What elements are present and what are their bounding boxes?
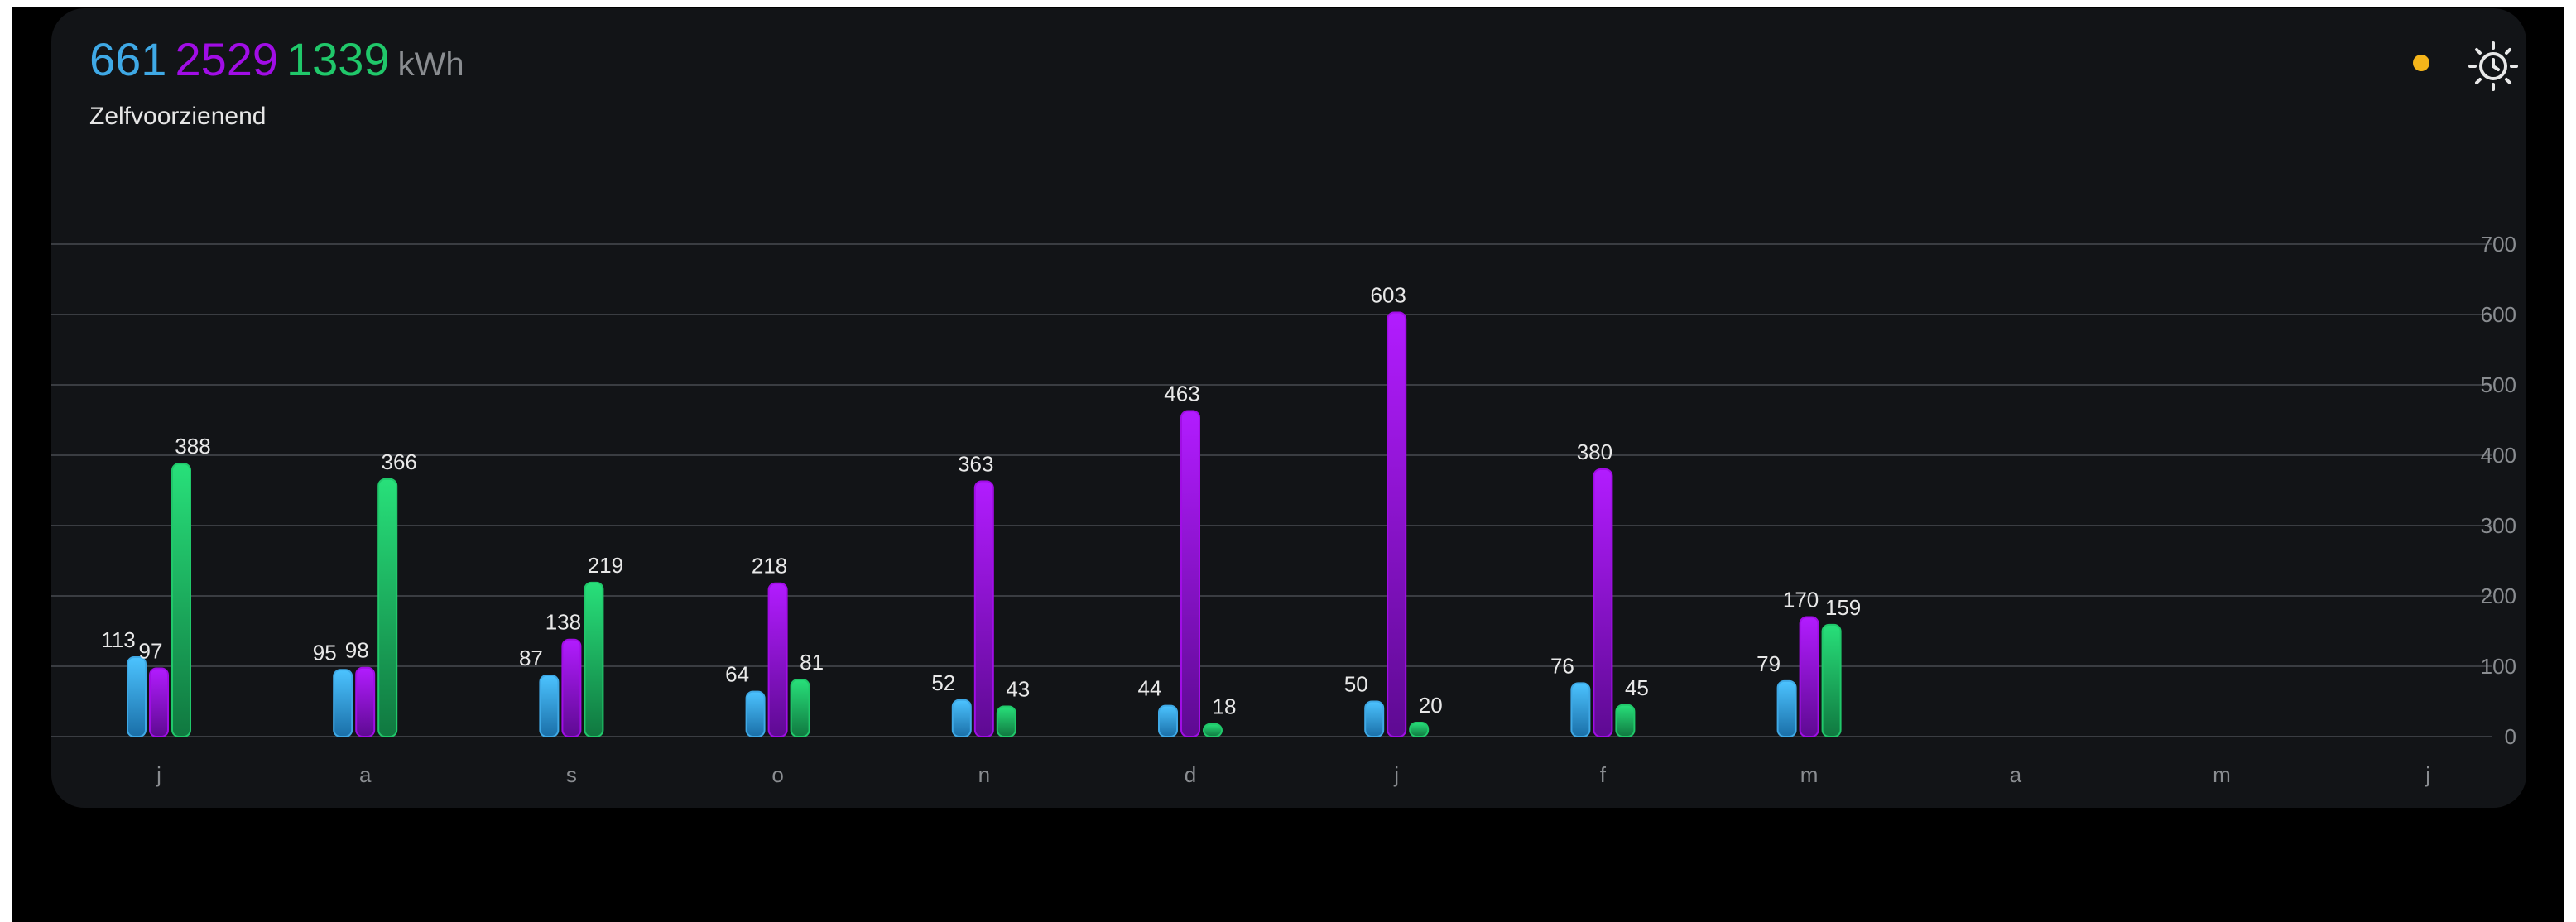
bar-chart: 0 100 200 300 400 500 600 700 j 113 97 388 a 95 98 366 s… bbox=[51, 232, 2516, 787]
bar-series-2[interactable] bbox=[1593, 468, 1613, 737]
bar-value-label: 219 bbox=[588, 553, 623, 578]
bar-series-1[interactable] bbox=[1364, 700, 1385, 737]
x-tick-label: f bbox=[1600, 762, 1607, 787]
x-tick-label: d bbox=[1185, 762, 1196, 787]
bar-series-1[interactable] bbox=[539, 675, 560, 737]
bar-value-label: 50 bbox=[1344, 672, 1368, 697]
y-tick-label: 600 bbox=[2481, 302, 2516, 327]
bar-value-label: 170 bbox=[1783, 588, 1819, 612]
total-series-1: 661 bbox=[89, 33, 167, 85]
bar-value-label: 95 bbox=[313, 640, 337, 665]
bar-series-2[interactable] bbox=[1180, 410, 1200, 737]
bar-value-label: 64 bbox=[725, 662, 749, 687]
card-subtitle: Zelfvoorzienend bbox=[89, 103, 267, 130]
bar-series-3[interactable] bbox=[1409, 722, 1430, 737]
x-tick-label: a bbox=[359, 762, 372, 787]
energy-card[interactable]: 661 2529 1339 kWh Zelfvoorzienend bbox=[51, 8, 2526, 808]
bar-series-3[interactable] bbox=[1821, 623, 1842, 737]
bar-series-2[interactable] bbox=[973, 480, 994, 737]
y-tick-label: 200 bbox=[2481, 583, 2516, 608]
bar-value-label: 81 bbox=[800, 650, 824, 675]
bar-value-label: 52 bbox=[931, 670, 955, 695]
bar-series-1[interactable] bbox=[1776, 679, 1797, 737]
total-series-3: 1339 bbox=[286, 33, 390, 85]
bar-series-3[interactable] bbox=[1615, 704, 1636, 737]
bar-value-label: 20 bbox=[1419, 693, 1443, 718]
x-tick-label: j bbox=[1393, 762, 1399, 787]
screen-edge-top bbox=[0, 0, 2576, 7]
bar-value-label: 603 bbox=[1371, 282, 1406, 307]
bar-value-label: 43 bbox=[1006, 676, 1030, 701]
total-series-2: 2529 bbox=[175, 33, 279, 85]
bar-value-label: 97 bbox=[139, 639, 163, 664]
x-tick-label: j bbox=[2425, 762, 2430, 787]
bar-value-label: 113 bbox=[101, 627, 135, 652]
bar-series-1[interactable] bbox=[745, 690, 766, 737]
bar-value-label: 138 bbox=[545, 610, 581, 635]
bar-value-label: 159 bbox=[1825, 595, 1861, 620]
bar-value-label: 44 bbox=[1138, 676, 1162, 701]
y-tick-label: 400 bbox=[2481, 443, 2516, 468]
x-tick-label: a bbox=[2010, 762, 2022, 787]
totals-line: 661 2529 1339 kWh bbox=[89, 33, 473, 91]
y-tick-label: 100 bbox=[2481, 654, 2516, 679]
status-dot-icon bbox=[2413, 55, 2429, 71]
bar-value-label: 463 bbox=[1164, 381, 1199, 406]
bar-series-3[interactable] bbox=[584, 581, 604, 737]
x-tick-label: m bbox=[2213, 762, 2231, 787]
bar-value-label: 98 bbox=[345, 638, 369, 663]
bar-series-3[interactable] bbox=[377, 478, 398, 738]
screen-edge-right bbox=[2564, 0, 2576, 922]
x-tick-label: n bbox=[978, 762, 990, 787]
card-header: 661 2529 1339 kWh Zelfvoorzienend bbox=[89, 33, 473, 131]
x-tick-label: j bbox=[156, 762, 161, 787]
bar-series-1[interactable] bbox=[1570, 682, 1591, 738]
screen-edge-left bbox=[0, 0, 12, 922]
bar-series-3[interactable] bbox=[1203, 723, 1223, 738]
bar-series-1[interactable] bbox=[333, 669, 353, 737]
bar-series-2[interactable] bbox=[561, 638, 582, 738]
bar-value-label: 79 bbox=[1757, 651, 1781, 676]
bar-series-1[interactable] bbox=[127, 655, 147, 738]
bar-value-label: 363 bbox=[958, 451, 993, 476]
x-tick-label: s bbox=[566, 762, 577, 787]
bar-series-3[interactable] bbox=[996, 705, 1016, 738]
x-tick-label: m bbox=[1800, 762, 1819, 787]
bar-value-label: 218 bbox=[752, 554, 787, 579]
y-tick-label: 700 bbox=[2481, 232, 2516, 257]
y-tick-label: 300 bbox=[2481, 513, 2516, 538]
bar-series-2[interactable] bbox=[1387, 311, 1407, 737]
bar-value-label: 366 bbox=[382, 449, 417, 474]
x-tick-label: o bbox=[771, 762, 783, 787]
bar-value-label: 380 bbox=[1577, 439, 1612, 464]
bar-series-2[interactable] bbox=[1799, 616, 1819, 737]
bar-series-2[interactable] bbox=[767, 582, 788, 738]
bar-series-2[interactable] bbox=[355, 666, 376, 738]
y-tick-label: 0 bbox=[2505, 724, 2516, 749]
unit-label: kWh bbox=[397, 46, 464, 83]
bar-series-1[interactable] bbox=[1158, 704, 1178, 737]
bar-value-label: 18 bbox=[1213, 694, 1237, 719]
bar-value-label: 76 bbox=[1550, 653, 1574, 678]
sun-clock-icon[interactable] bbox=[2460, 31, 2526, 98]
bar-series-3[interactable] bbox=[171, 463, 191, 737]
bar-series-1[interactable] bbox=[951, 699, 972, 737]
bar-series-2[interactable] bbox=[149, 667, 169, 737]
y-tick-label: 500 bbox=[2481, 372, 2516, 397]
bar-value-label: 87 bbox=[519, 646, 543, 670]
bar-series-3[interactable] bbox=[790, 679, 810, 738]
bar-value-label: 45 bbox=[1625, 675, 1649, 700]
bar-value-label: 388 bbox=[175, 434, 210, 459]
